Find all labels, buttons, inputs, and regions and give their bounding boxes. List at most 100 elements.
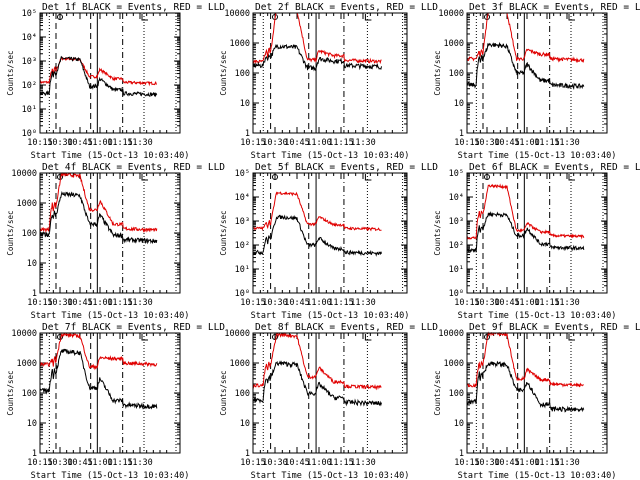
x-tick-label: 11:00: [87, 138, 113, 148]
y-tick-label: 10²: [22, 81, 37, 91]
x-tick-label: 10:15: [27, 458, 53, 468]
x-axis-label: Start Time (15-Oct-13 10:03:40): [31, 471, 190, 480]
y-tick-label: 1000: [17, 359, 37, 369]
x-axis-label: Start Time (15-Oct-13 10:03:40): [458, 311, 617, 321]
events-series-line: [252, 214, 382, 257]
y-tick-label: 1000: [444, 39, 464, 49]
x-axis-label: Start Time (15-Oct-13 10:03:40): [31, 151, 190, 161]
x-tick-label: 11:30: [554, 138, 580, 148]
x-tick-label: 10:15: [27, 138, 53, 148]
lld-series-line: [466, 12, 585, 64]
y-tick-label: 10: [27, 259, 37, 269]
panel-8: Det 8f BLACK = Events, RED = LLD Counts/s…: [219, 322, 438, 480]
y-axis-label: Counts/sec: [6, 210, 15, 255]
panel-title: Det 3f BLACK = Events, RED = LLD: [469, 2, 640, 13]
y-tick-label: 10: [454, 419, 464, 429]
y-tick-label: 100: [22, 229, 37, 239]
x-tick-label: 10:15: [454, 458, 480, 468]
events-series-line: [466, 360, 585, 413]
x-tick-label: 11:15: [107, 138, 133, 148]
panel-5: Det 5f BLACK = Events, RED = LLD Counts/s…: [219, 162, 438, 321]
y-tick-label: 10⁴: [22, 33, 37, 43]
events-series-line: [39, 348, 158, 410]
y-tick-label: 10000: [11, 329, 37, 339]
y-tick-label: 1: [32, 289, 37, 299]
flag-corner: [568, 14, 575, 21]
flag-circle: [57, 334, 63, 340]
flag-circle: [484, 174, 490, 180]
plot-frame: [466, 332, 608, 454]
plot-frame: [252, 172, 408, 294]
y-tick-label: 10: [240, 419, 250, 429]
lld-series-line: [466, 331, 584, 388]
x-tick-label: 11:00: [306, 458, 332, 468]
x-tick-label: 10:30: [262, 458, 288, 468]
y-tick-label: 10⁴: [449, 193, 464, 203]
flag-circle: [272, 334, 278, 340]
y-tick-label: 10⁵: [22, 9, 37, 19]
y-tick-label: 10000: [224, 9, 250, 19]
x-tick-label: 10:15: [240, 138, 266, 148]
events-series-line: [39, 55, 158, 98]
x-tick-label: 10:45: [67, 458, 93, 468]
flag-corner: [364, 14, 372, 21]
y-tick-label: 10000: [224, 329, 250, 339]
y-tick-label: 10¹: [22, 105, 37, 115]
y-axis-label: Counts/sec: [433, 210, 442, 255]
plot-frame: [252, 12, 408, 134]
plot-frame: [252, 332, 408, 454]
y-tick-label: 10000: [438, 9, 464, 19]
events-series-line: [39, 190, 158, 245]
x-tick-label: 10:15: [240, 458, 266, 468]
panel-title: Det 7f BLACK = Events, RED = LLD: [42, 322, 225, 333]
y-tick-label: 10⁴: [235, 193, 250, 203]
y-tick-label: 10⁰: [449, 289, 464, 299]
x-tick-label: 10:15: [240, 298, 266, 308]
y-tick-label: 10³: [449, 217, 464, 227]
y-tick-label: 10: [27, 419, 37, 429]
x-tick-label: 11:00: [306, 138, 332, 148]
x-tick-label: 10:45: [494, 458, 520, 468]
y-tick-label: 10⁵: [235, 169, 250, 179]
x-tick-label: 11:15: [107, 298, 133, 308]
x-tick-label: 11:30: [350, 298, 376, 308]
events-series-line: [252, 43, 382, 72]
y-tick-label: 1000: [444, 359, 464, 369]
x-tick-label: 10:30: [47, 298, 73, 308]
lld-series-line: [252, 12, 382, 65]
y-tick-label: 10: [454, 99, 464, 109]
x-tick-label: 10:15: [27, 298, 53, 308]
y-axis-label: Counts/sec: [219, 50, 228, 95]
x-tick-label: 10:30: [474, 138, 500, 148]
x-tick-label: 10:45: [284, 458, 310, 468]
lld-series-line: [466, 183, 585, 240]
x-tick-label: 10:45: [494, 138, 520, 148]
flag-corner: [141, 174, 148, 181]
plot-frame: [39, 172, 181, 294]
lld-series-line: [252, 191, 382, 232]
panel-9: Det 9f BLACK = Events, RED = LLD Counts/s…: [433, 322, 640, 480]
x-tick-label: 10:30: [47, 458, 73, 468]
y-tick-label: 100: [235, 389, 250, 399]
x-tick-label: 11:30: [554, 298, 580, 308]
y-tick-label: 100: [449, 69, 464, 79]
x-tick-label: 11:00: [87, 458, 113, 468]
y-tick-label: 1: [459, 449, 464, 459]
y-axis-label: Counts/sec: [433, 370, 442, 415]
x-tick-label: 11:00: [87, 298, 113, 308]
x-tick-label: 11:00: [514, 138, 540, 148]
flag-corner: [364, 174, 372, 181]
y-tick-label: 10¹: [235, 265, 250, 275]
lld-series-line: [252, 332, 382, 391]
x-tick-label: 11:15: [328, 458, 354, 468]
x-tick-label: 11:30: [554, 458, 580, 468]
lld-series-line: [39, 172, 158, 233]
x-tick-label: 11:15: [107, 458, 133, 468]
x-axis-label: Start Time (15-Oct-13 10:03:40): [458, 471, 617, 480]
y-tick-label: 10000: [11, 169, 37, 179]
y-tick-label: 10¹: [449, 265, 464, 275]
events-series-line: [466, 211, 585, 254]
x-tick-label: 10:45: [284, 298, 310, 308]
x-tick-label: 11:15: [328, 298, 354, 308]
